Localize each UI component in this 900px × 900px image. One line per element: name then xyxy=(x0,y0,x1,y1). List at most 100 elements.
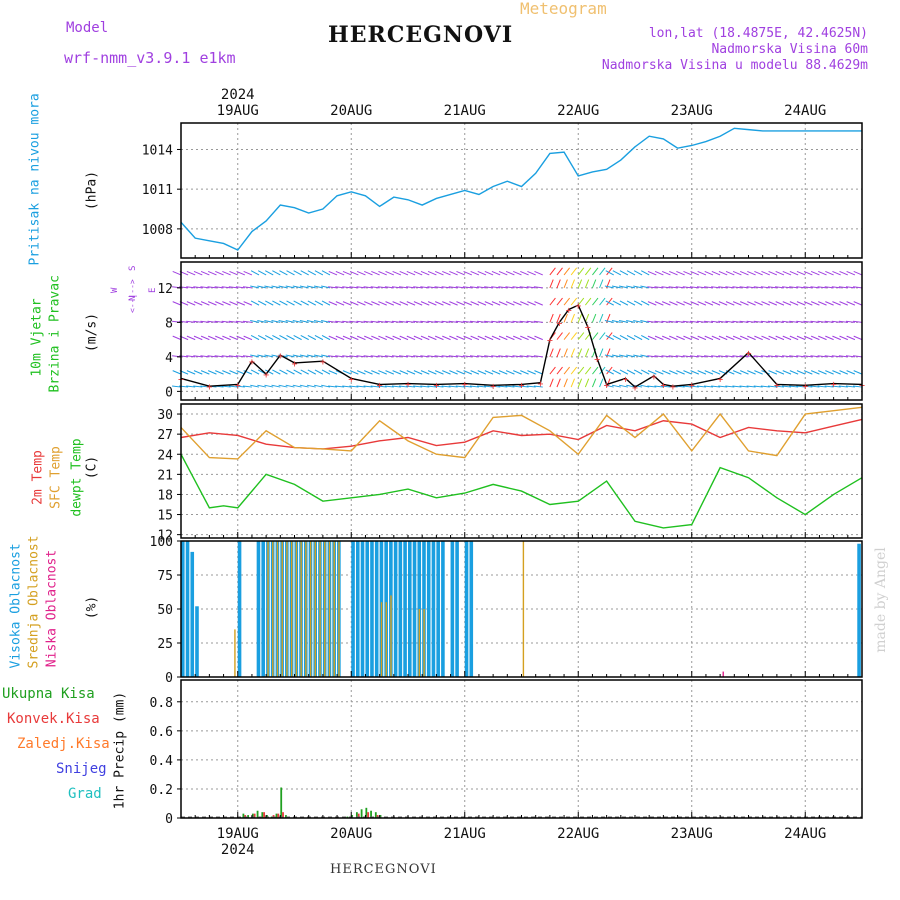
wind-arrow xyxy=(349,286,359,289)
wind-arrow xyxy=(300,334,309,341)
cloud-bar xyxy=(295,541,298,677)
wind-arrow xyxy=(577,378,583,388)
wind-arrow xyxy=(279,270,288,276)
precip-bar xyxy=(261,812,264,818)
y-tick-label: 0 xyxy=(165,812,173,827)
y-tick-label: 4 xyxy=(165,351,173,366)
wind-arrow xyxy=(328,355,338,358)
y-tick-label: 24 xyxy=(157,448,173,463)
wind-arrow xyxy=(704,320,714,323)
wind-arrow xyxy=(172,370,182,375)
wind-gust-mark: + xyxy=(320,357,326,368)
wind-arrow xyxy=(584,366,592,375)
wind-arrow xyxy=(591,378,597,388)
wind-arrow xyxy=(739,286,749,289)
wind-arrow xyxy=(505,385,515,388)
wind-arrow xyxy=(186,270,196,276)
wind-arrow xyxy=(222,301,231,306)
wind-arrow xyxy=(491,335,501,341)
wind-arrow xyxy=(570,267,578,276)
cloud-bar xyxy=(464,541,469,677)
wind-arrow xyxy=(810,320,820,323)
wind-arrow xyxy=(413,270,423,276)
precip-bar xyxy=(357,813,360,818)
wind-arrow xyxy=(292,384,302,388)
wind-arrow xyxy=(321,320,331,323)
wind-arrow xyxy=(606,366,613,375)
wind-arrow xyxy=(356,370,366,375)
wind-arrow xyxy=(505,335,515,341)
y-tick-label: 0 xyxy=(165,385,173,400)
wind-arrow xyxy=(172,270,182,276)
wind-arrow xyxy=(690,335,700,341)
wind-arrow xyxy=(563,332,570,340)
wind-gust-mark: + xyxy=(623,374,629,385)
wind-arrow xyxy=(449,301,458,306)
wind-arrow xyxy=(265,334,274,341)
y-tick-label: 50 xyxy=(157,603,173,618)
wind-arrow xyxy=(498,320,508,323)
legend-conv-rain: Konvek.Kisa xyxy=(7,711,100,727)
wind-arrow xyxy=(186,385,196,388)
wind-arrow xyxy=(462,320,472,323)
wind-gust-mark: + xyxy=(651,372,657,383)
wind-arrow xyxy=(286,270,295,276)
wind-arrow xyxy=(810,286,820,289)
wind-arrow xyxy=(577,366,585,375)
wind-arrow xyxy=(413,370,423,375)
cloud-bar xyxy=(290,541,293,677)
wind-arrow xyxy=(767,355,777,358)
wind-arrow xyxy=(824,320,834,323)
svg-text:N: N xyxy=(128,296,138,301)
wind-arrow xyxy=(599,366,606,375)
y-tick-label: 18 xyxy=(157,488,173,503)
wind-arrow xyxy=(505,286,515,289)
wind-arrow xyxy=(413,301,423,306)
wind-arrow xyxy=(285,285,295,289)
wind-arrow xyxy=(640,384,650,388)
wind-arrow xyxy=(753,385,763,388)
wind-arrow xyxy=(491,385,501,388)
wind-arrow xyxy=(641,334,650,341)
wind-arrow xyxy=(434,355,444,358)
wind-arrow xyxy=(272,334,281,341)
wind-arrow xyxy=(306,320,316,323)
wind-arrow xyxy=(193,270,203,276)
wind-arrow xyxy=(810,270,820,276)
wind-arrow xyxy=(633,285,643,289)
wind-arrow xyxy=(477,355,487,358)
wind-gust-mark: + xyxy=(263,370,269,381)
wind-arrow xyxy=(470,370,480,375)
sfc-temp-line xyxy=(180,406,863,460)
wind-arrow xyxy=(605,369,614,375)
legend-total-rain: Ukupna Kisa xyxy=(2,686,95,702)
wind-arrow xyxy=(455,286,465,289)
wind-arrow xyxy=(370,320,380,323)
wind-arrow xyxy=(725,355,735,358)
wind-arrow xyxy=(385,301,395,306)
wind-arrow xyxy=(399,370,409,375)
wind-arrow xyxy=(321,369,331,375)
wind-arrow xyxy=(214,320,224,323)
wind-arrow xyxy=(462,385,472,388)
wind-arrow xyxy=(853,385,863,388)
wind-arrow xyxy=(242,320,252,323)
wind-arrow xyxy=(215,370,224,375)
wind-arrow xyxy=(235,286,245,289)
wind-arrow xyxy=(363,355,373,358)
wind-arrow xyxy=(796,301,806,306)
y-tick-label: 0.4 xyxy=(150,754,174,769)
wind-arrow xyxy=(236,270,246,276)
wind-arrow xyxy=(271,384,281,388)
wind-arrow xyxy=(349,335,359,341)
y-tick-label: 0 xyxy=(165,671,173,686)
wind-arrow xyxy=(549,348,554,358)
wind-arrow xyxy=(774,355,785,358)
wind-arrow xyxy=(661,370,671,375)
wind-arrow xyxy=(647,385,657,388)
wind-arrow xyxy=(853,286,863,289)
wind-arrow xyxy=(434,286,444,289)
wind-arrow xyxy=(293,270,302,276)
wind-gust-mark: + xyxy=(575,301,581,312)
model-label: Model xyxy=(66,20,109,36)
